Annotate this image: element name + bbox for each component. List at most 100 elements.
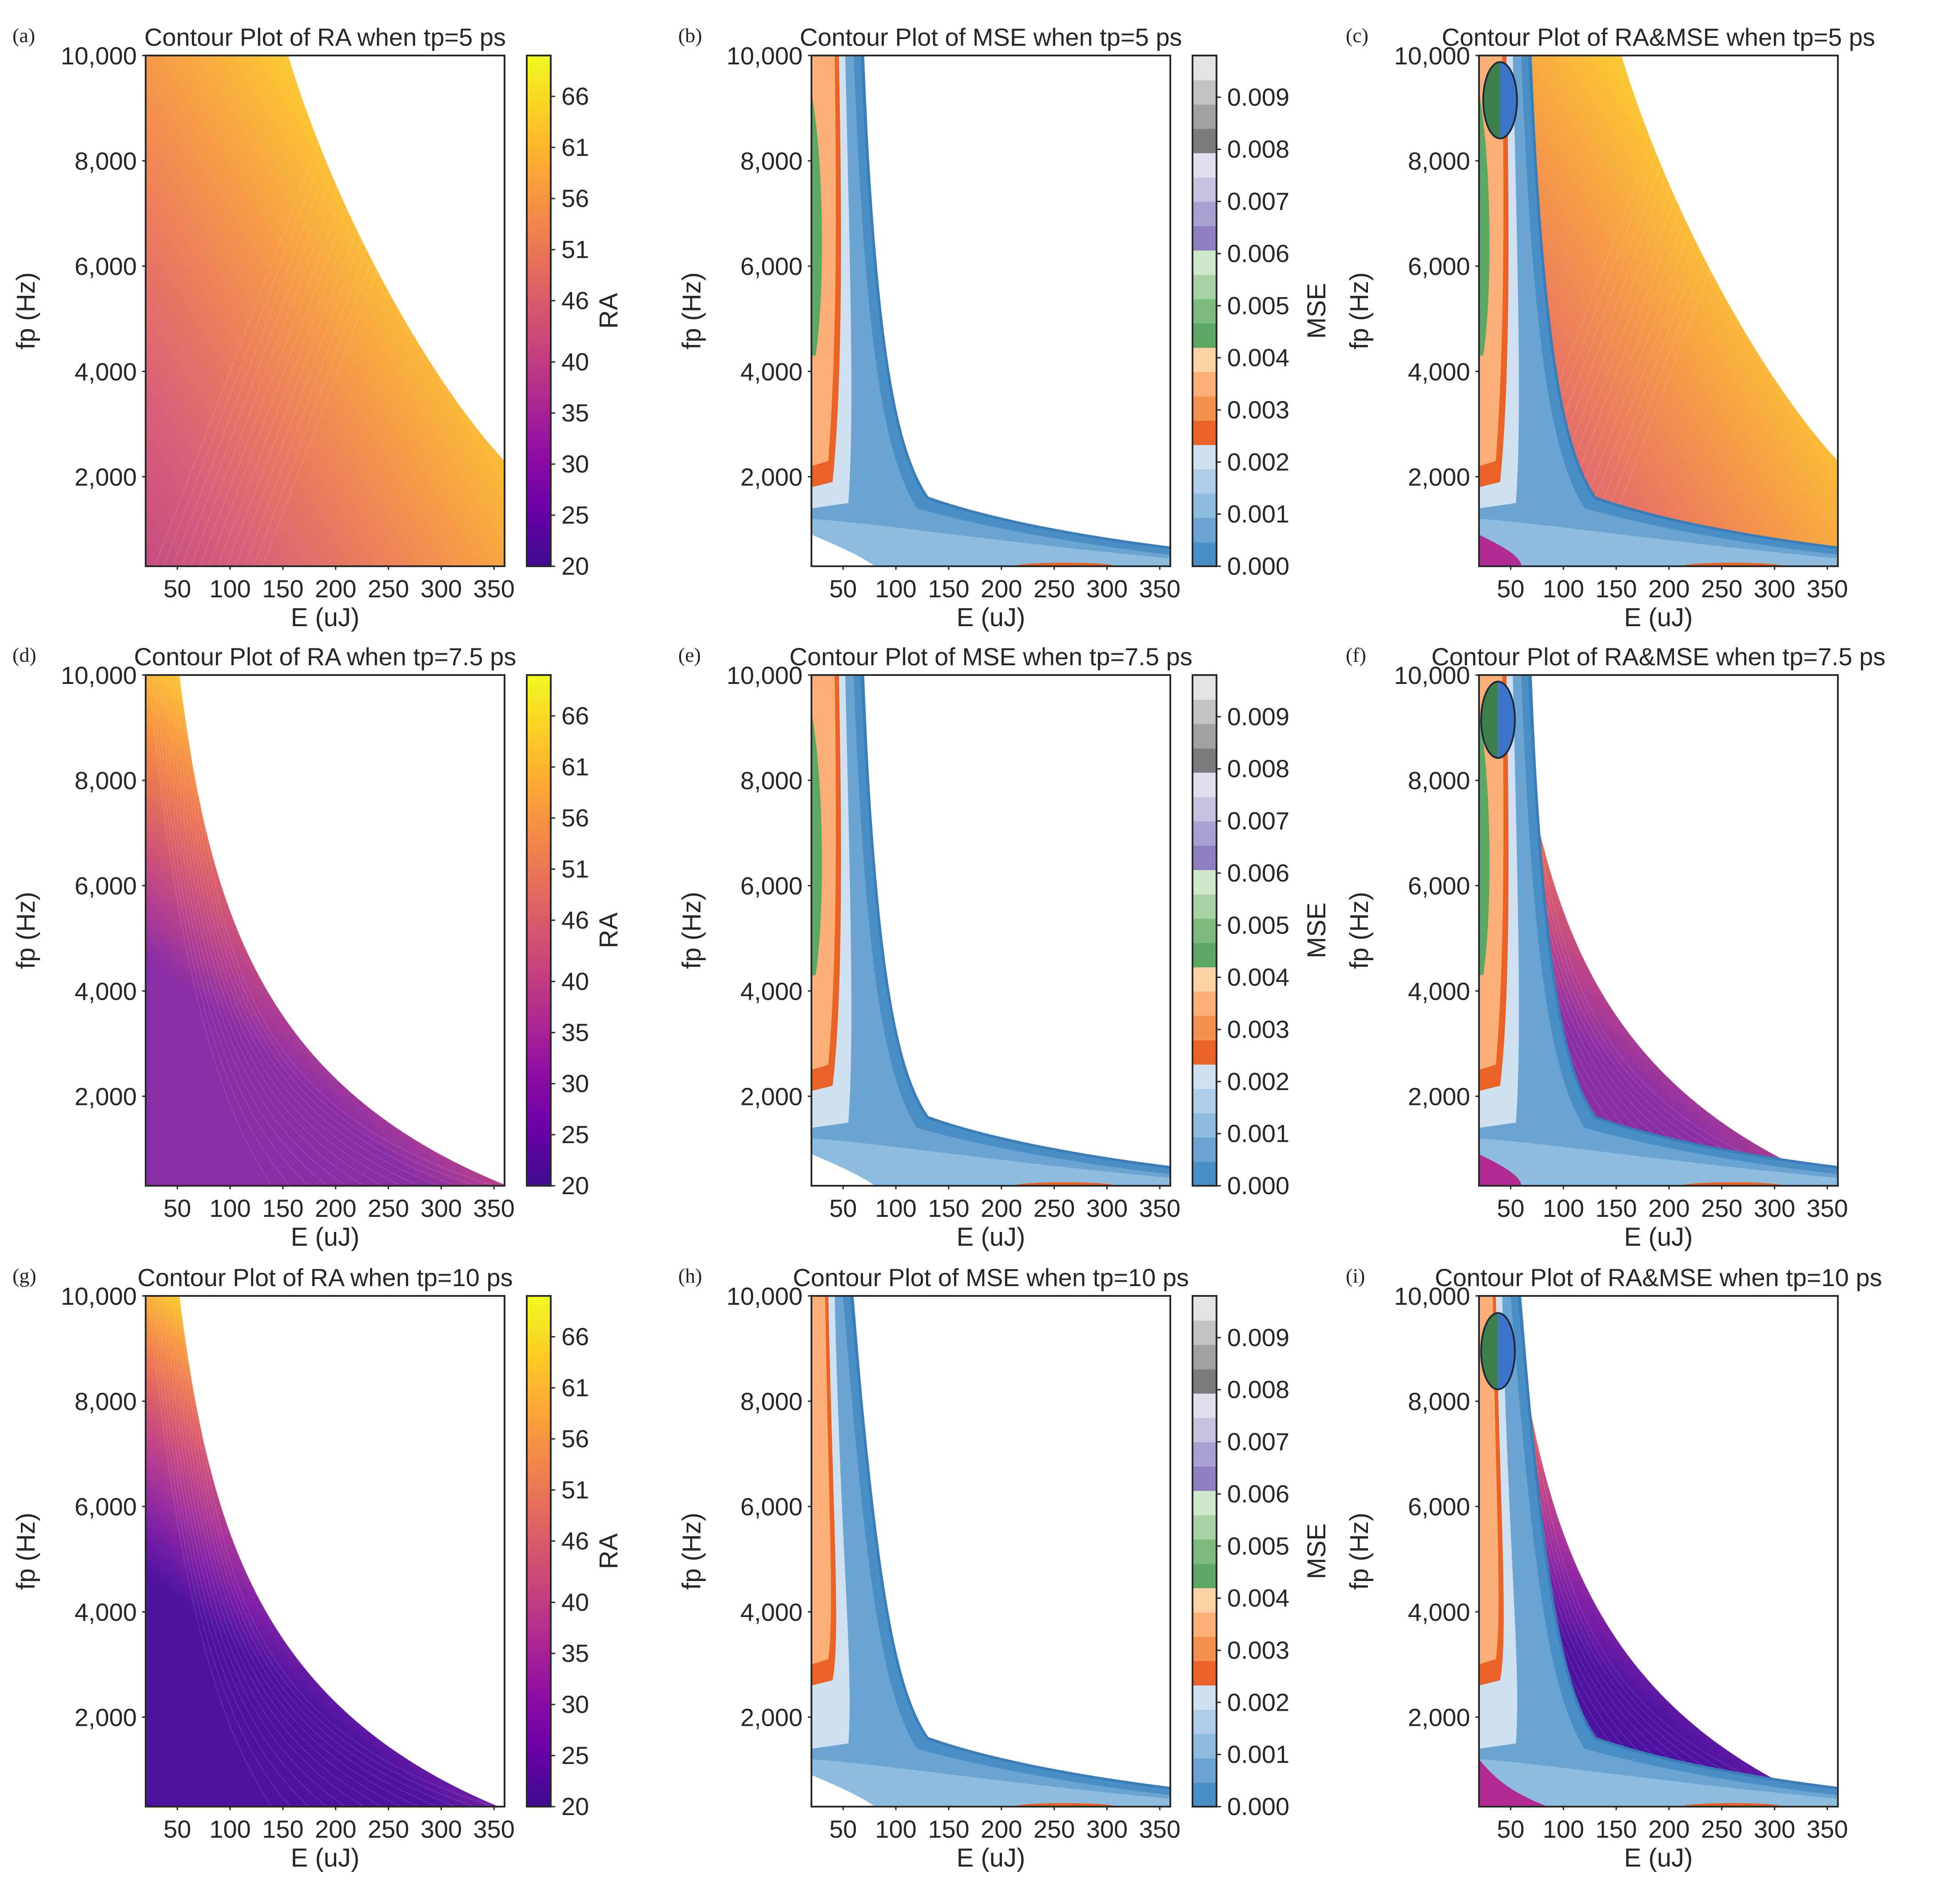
combo-purple-region <box>1479 534 1522 566</box>
x-tick-label: 100 <box>209 1815 250 1843</box>
ra-isoline <box>176 675 438 1186</box>
mse-colorbar-segment <box>1193 517 1217 543</box>
x-axis-label: E (uJ) <box>957 1223 1026 1251</box>
x-tick-label: 50 <box>1497 575 1524 603</box>
colorbar-frame <box>1192 55 1217 567</box>
colorbar-frame <box>526 1295 552 1808</box>
panel-title: Contour Plot of MSE when tp=10 ps <box>793 1263 1189 1291</box>
x-tick-label: 300 <box>1754 1194 1795 1222</box>
y-tick-label: 6,000 <box>75 1493 137 1521</box>
plot-content <box>811 56 1170 566</box>
plot-frame <box>145 1295 505 1808</box>
y-tick-label: 10,000 <box>61 1282 137 1310</box>
colorbar-tick-label: 66 <box>561 1323 589 1351</box>
mse-contour-group <box>811 675 1170 1186</box>
colorbar-tick-label: 0.002 <box>1227 1688 1289 1716</box>
ra-isoline <box>185 1296 493 1807</box>
mse-colorbar-segment <box>1193 821 1217 846</box>
mse-colorbar-segment <box>1193 1088 1217 1113</box>
ra-isoline <box>157 1296 328 1807</box>
colorbar-tick-label: 51 <box>561 235 589 263</box>
colorbar-tick-label: 56 <box>561 1425 589 1453</box>
panel-title: Contour Plot of RA&MSE when tp=10 ps <box>1435 1263 1882 1291</box>
mse-colorbar-segment <box>1193 1685 1217 1710</box>
colorbar-tick-label: 25 <box>561 1120 589 1148</box>
ra-isoline <box>170 1296 402 1807</box>
mse-contour-line <box>850 1296 1170 1790</box>
mse-colorbar-segment <box>1193 420 1217 445</box>
mse-colorbar-segment <box>1193 699 1217 724</box>
colorbar-tick-label: 20 <box>561 1172 589 1200</box>
x-tick-label: 200 <box>1648 1815 1690 1843</box>
ra-isoline <box>181 56 380 566</box>
mse-colorbar-segment <box>1193 1040 1217 1065</box>
panel-b: Contour Plot of MSE when tp=5 ps (b) 50 100… <box>677 23 1331 632</box>
y-tick-label: 8,000 <box>75 147 137 175</box>
plot-content <box>1479 675 1838 1186</box>
colorbar-tick-label: 0.009 <box>1227 703 1289 731</box>
colorbar-tick-label: 0.008 <box>1227 1375 1289 1403</box>
combo-purple-region <box>1479 1759 1548 1807</box>
mse-colorbar-segment <box>1193 1733 1217 1759</box>
x-tick-label: 150 <box>1595 1194 1637 1222</box>
colorbar-tick-label: 66 <box>561 82 589 110</box>
x-tick-label: 300 <box>1086 1815 1128 1843</box>
panel-title: Contour Plot of RA&MSE when tp=7.5 ps <box>1431 643 1886 671</box>
mse-colorbar-segment <box>1193 1296 1217 1321</box>
colorbar-tick-label: 35 <box>561 1018 589 1046</box>
panel-tag: (c) <box>1346 24 1368 47</box>
mse-colorbar-segment <box>1193 104 1217 129</box>
mse-colorbar-segment <box>1193 1782 1217 1807</box>
mse-lowcorner <box>811 1775 875 1807</box>
x-tick-label: 350 <box>1807 575 1848 603</box>
mse-colorbar-segment <box>1193 1064 1217 1089</box>
mse-colorbar-segment <box>1193 1161 1217 1186</box>
mse-colorbar-segment <box>1193 1661 1217 1686</box>
mse-band-1 <box>1479 1296 1838 1807</box>
colorbar-label: MSE <box>1302 283 1331 339</box>
y-tick-label: 4,000 <box>75 358 137 385</box>
panel-title: Contour Plot of MSE when tp=5 ps <box>800 23 1182 51</box>
ra-isoline <box>172 56 370 566</box>
mse-colorbar-segment <box>1193 1393 1217 1418</box>
mse-colorbar-segment <box>1193 967 1217 992</box>
ra-isoline <box>226 56 425 566</box>
colorbar-tick-label: 35 <box>561 399 589 427</box>
mse-colorbar-segment <box>1193 469 1217 494</box>
colorbar-tick-label: 0.003 <box>1227 396 1289 424</box>
y-tick-label: 6,000 <box>740 872 803 900</box>
colorbar-tick-label: 0.007 <box>1227 1428 1289 1456</box>
colorbar-tick-label: 66 <box>561 702 589 730</box>
mse-colorbar-segment <box>1193 894 1217 919</box>
mse-contour-group <box>811 56 1170 566</box>
mse-colorbar-segment <box>1193 1137 1217 1162</box>
colorbar-tick-label: 0.008 <box>1227 135 1289 163</box>
x-tick-label: 250 <box>1034 1194 1075 1222</box>
ra-isoline <box>157 675 328 1186</box>
colorbar-tick-label: 0.001 <box>1227 500 1289 528</box>
y-tick-label: 10,000 <box>1394 661 1470 689</box>
x-axis-label: E (uJ) <box>957 603 1026 632</box>
colorbar-frame <box>526 55 552 567</box>
y-tick-label: 2,000 <box>1408 463 1470 491</box>
plot-content <box>146 56 505 566</box>
y-tick-label: 4,000 <box>740 977 803 1005</box>
y-tick-label: 4,000 <box>740 1598 803 1626</box>
plot-frame <box>811 1295 1171 1808</box>
y-tick-label: 2,000 <box>75 1703 137 1731</box>
colorbar-tick-label: 0.008 <box>1227 755 1289 783</box>
colorbar-tick-label: 0.004 <box>1227 344 1289 372</box>
panel-i: Contour Plot of RA&MSE when tp=10 ps (i) 5… <box>1345 1263 1882 1872</box>
ra-contour-fill <box>146 56 505 566</box>
mse-band-2 <box>811 1138 1170 1186</box>
y-axis-label: fp (Hz) <box>677 892 706 969</box>
colorbar-tick-label: 56 <box>561 184 589 212</box>
mse-colorbar-segment <box>1193 274 1217 299</box>
colorbar-tick-label: 0.003 <box>1227 1636 1289 1664</box>
mse-colorbar-segment <box>1193 1514 1217 1540</box>
x-tick-label: 350 <box>1807 1194 1848 1222</box>
y-tick-label: 10,000 <box>61 661 137 689</box>
mse-band-2 <box>1479 519 1838 566</box>
ra-isoline <box>173 675 420 1186</box>
colorbar-tick-label: 0.006 <box>1227 239 1289 267</box>
